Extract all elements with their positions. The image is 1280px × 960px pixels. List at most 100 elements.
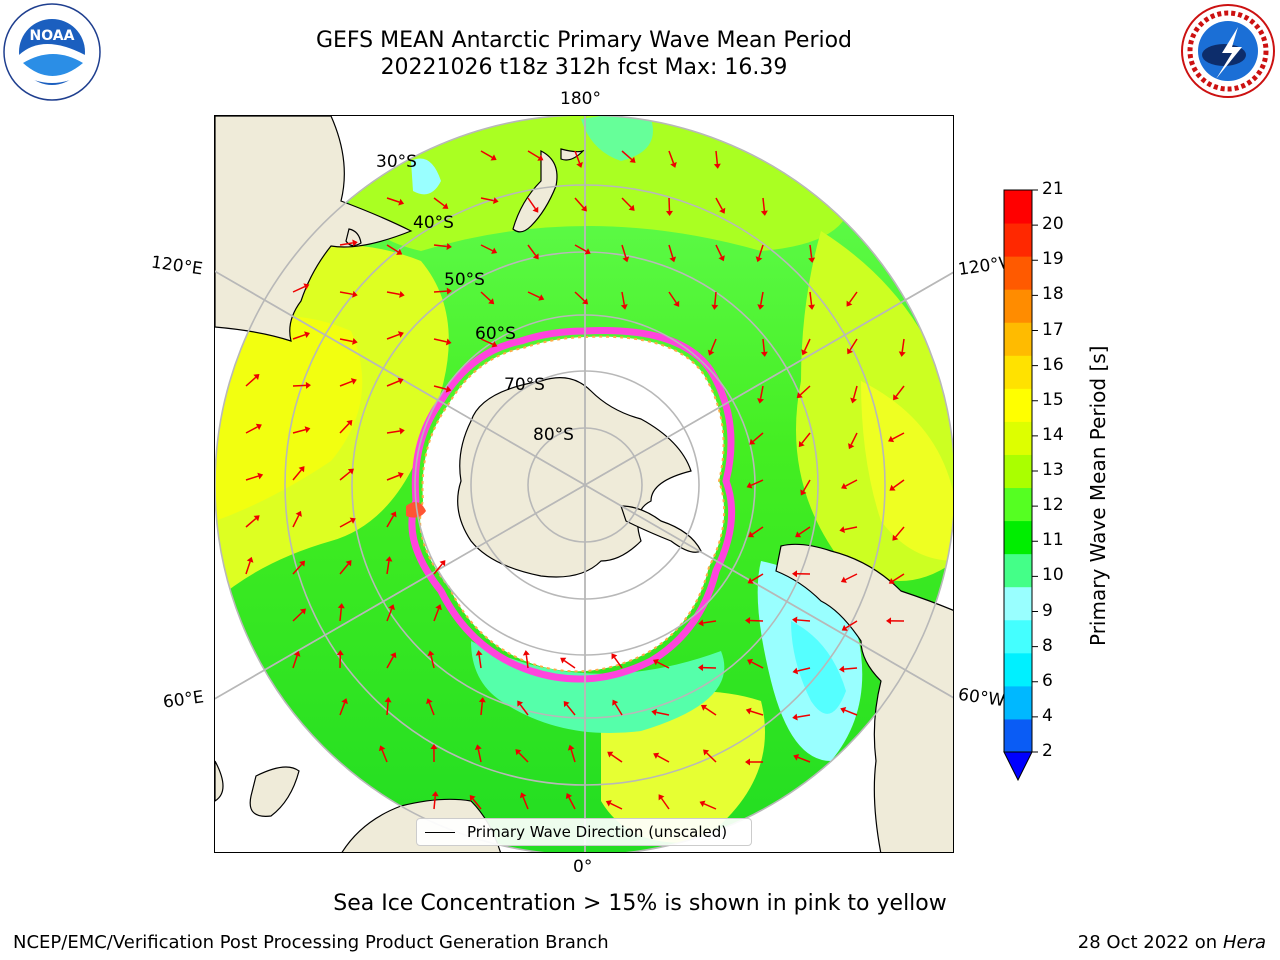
wave-arrow-head bbox=[384, 697, 392, 703]
wave-arrow-head bbox=[839, 665, 845, 673]
wave-arrow-head bbox=[698, 664, 704, 672]
wave-arrow bbox=[566, 704, 576, 716]
wave-arrow bbox=[752, 432, 764, 442]
wave-arrow bbox=[527, 197, 537, 210]
wave-arrow-head bbox=[898, 351, 906, 357]
wave-arrow bbox=[527, 244, 537, 256]
sea-ice-caption: Sea Ice Concentration > 15% is shown in … bbox=[333, 891, 947, 916]
wave-arrow-head bbox=[385, 556, 393, 562]
wave-arrow bbox=[292, 333, 306, 340]
wave-arrow bbox=[339, 380, 353, 387]
colorbar-segment bbox=[1004, 322, 1032, 356]
wave-arrow bbox=[798, 526, 811, 535]
wave-arrow-head bbox=[808, 304, 816, 310]
meridian-line bbox=[215, 271, 953, 700]
wave-arrow bbox=[292, 563, 303, 575]
colorbar-segment bbox=[1004, 256, 1032, 290]
wave-arrow bbox=[386, 656, 394, 669]
wave-arrow bbox=[574, 197, 585, 209]
wave-arrow-head bbox=[475, 650, 483, 656]
wave-arrow-head bbox=[760, 351, 768, 357]
wave-arrow bbox=[704, 707, 717, 716]
wave-arrow-head bbox=[792, 616, 798, 624]
wave-arrow-head bbox=[490, 154, 497, 161]
colorbar-segment bbox=[1004, 388, 1032, 422]
wave-arrow-head bbox=[390, 511, 397, 518]
wave-arrow bbox=[433, 197, 445, 207]
wave-arrow bbox=[245, 517, 257, 528]
wave-arrow bbox=[710, 338, 717, 352]
wave-arrow bbox=[809, 244, 813, 258]
wave-arrow-head bbox=[538, 294, 545, 301]
wave-arrow-head bbox=[537, 154, 544, 161]
wave-arrow-head bbox=[652, 659, 659, 666]
colorbar-tick-label: 2 bbox=[1042, 741, 1053, 761]
wave-arrow-head bbox=[304, 426, 311, 433]
wave-arrow bbox=[614, 703, 623, 716]
wave-arrow-head bbox=[886, 617, 892, 625]
wave-arrow-head bbox=[792, 570, 798, 578]
wave-arrow-head bbox=[445, 338, 452, 346]
wave-arrow-head bbox=[651, 708, 657, 716]
wave-arrow bbox=[621, 291, 626, 305]
wave-arrow bbox=[433, 290, 448, 293]
wave-arrow-head bbox=[893, 394, 899, 401]
wave-arrow bbox=[845, 620, 858, 629]
colorbar-extend-arrow bbox=[1003, 751, 1033, 782]
wave-arrow bbox=[292, 285, 306, 293]
lon-label-180: 180° bbox=[560, 89, 601, 109]
wave-arrow-head bbox=[757, 304, 765, 310]
wave-arrow bbox=[706, 752, 717, 763]
colorbar-tick-label: 19 bbox=[1042, 249, 1064, 270]
wave-arrow bbox=[480, 338, 494, 346]
wave-arrow bbox=[845, 573, 858, 581]
wave-arrow-head bbox=[305, 381, 311, 389]
wave-arrow-head bbox=[576, 161, 583, 168]
wave-arrow bbox=[245, 561, 251, 575]
wave-arrow bbox=[844, 709, 858, 716]
wave-arrow bbox=[339, 338, 353, 343]
wave-arrow bbox=[292, 384, 307, 387]
wave-arrow bbox=[386, 244, 399, 253]
noaa-logo: NOAA bbox=[3, 3, 101, 101]
wave-arrow bbox=[527, 150, 540, 159]
wave-arrow bbox=[657, 755, 670, 763]
wave-arrow bbox=[848, 291, 858, 304]
wave-arrow bbox=[715, 150, 719, 165]
colorbar-segment bbox=[1004, 487, 1032, 522]
wave-arrow bbox=[843, 667, 858, 670]
colorbar-label: Primary Wave Mean Period [s] bbox=[1086, 345, 1110, 647]
wave-arrow-head bbox=[847, 348, 853, 355]
wave-arrow-head bbox=[622, 256, 630, 263]
wave-arrow bbox=[758, 244, 764, 258]
wave-arrow bbox=[895, 526, 905, 538]
lat-label-70s: 70°S bbox=[504, 375, 545, 395]
wave-arrow bbox=[714, 291, 717, 306]
wave-arrow bbox=[802, 479, 811, 492]
wave-arrow-head bbox=[796, 392, 803, 399]
wave-arrow bbox=[386, 608, 393, 622]
lat-label-30s: 30°S bbox=[376, 152, 417, 172]
wave-arrow bbox=[668, 291, 677, 304]
wave-arrow bbox=[852, 385, 858, 399]
wave-arrow-head bbox=[612, 699, 619, 706]
wave-arrow-head bbox=[840, 706, 847, 714]
wave-arrow-head bbox=[848, 443, 855, 450]
wave-arrow-head bbox=[493, 197, 499, 205]
wave-arrow-head bbox=[748, 531, 755, 538]
chart-title-line1: GEFS MEAN Antarctic Primary Wave Mean Pe… bbox=[315, 28, 853, 53]
wave-arrow-head bbox=[299, 608, 306, 615]
wave-arrow bbox=[703, 803, 717, 810]
wave-arrow-head bbox=[390, 652, 397, 659]
colorbar bbox=[1000, 186, 1070, 786]
wave-arrow bbox=[797, 714, 811, 718]
wave-arrow-head bbox=[707, 349, 715, 356]
lon-label-0: 0° bbox=[573, 857, 593, 877]
footer-host: Hera bbox=[1222, 932, 1266, 953]
polar-map bbox=[214, 115, 954, 853]
wave-arrow-head bbox=[841, 482, 848, 490]
wave-arrow-head bbox=[711, 304, 719, 310]
wave-arrow bbox=[386, 380, 400, 387]
wave-arrow-head bbox=[580, 205, 587, 212]
colorbar-segment bbox=[1004, 586, 1032, 621]
